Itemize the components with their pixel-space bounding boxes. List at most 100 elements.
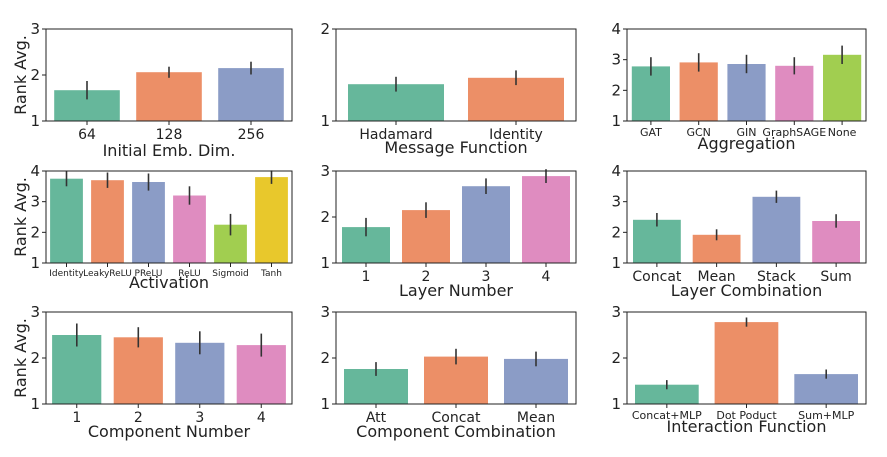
x-axis-label: Message Function <box>384 138 527 157</box>
y-tick-label: 1 <box>320 112 330 130</box>
x-axis-label: Interaction Function <box>667 417 827 436</box>
chart-panel-6: Concat Mean Stack Sum 1 2 3 4 Layer Combination <box>611 162 867 300</box>
x-tick-label: GraphSAGE <box>762 126 826 139</box>
y-tick-label: 4 <box>30 162 40 180</box>
bar-concat <box>424 356 488 404</box>
x-tick-label: 1 <box>72 410 81 426</box>
x-tick-label: Sum <box>820 269 851 285</box>
bar-2 <box>402 210 450 263</box>
x-tick-label: LeakyReLU <box>83 269 132 279</box>
y-tick-label: 4 <box>611 20 621 38</box>
x-tick-label: 4 <box>257 410 266 426</box>
axes-frame <box>335 28 577 122</box>
x-axis-label: Activation <box>129 273 209 292</box>
axes-frame <box>626 28 867 122</box>
x-axis-label: Aggregation <box>698 134 796 153</box>
chart-panel-3: GAT GCN GIN GraphSAGE None 1 2 3 4 Aggregation <box>611 20 867 153</box>
y-tick-label: 1 <box>320 254 330 272</box>
x-tick-label: 256 <box>238 127 265 143</box>
x-tick-label: Sum+MLP <box>798 409 855 422</box>
x-axis-label: Component Number <box>88 422 251 441</box>
bar-graphsage <box>775 65 814 121</box>
axes-frame <box>626 170 867 264</box>
x-tick-label: 4 <box>542 269 551 285</box>
bar-128 <box>136 72 202 121</box>
bar-concat <box>633 219 681 263</box>
bar-3 <box>462 186 510 263</box>
bar-sum-mlp <box>794 374 858 404</box>
x-axis-label: Initial Emb. Dim. <box>103 141 236 160</box>
x-tick-label: Mean <box>517 410 555 426</box>
y-tick-label: 2 <box>611 81 621 99</box>
bar-dot-poduct <box>714 322 779 404</box>
bar-tanh <box>255 177 288 263</box>
x-tick-label: Concat+MLP <box>632 409 702 422</box>
bar-gcn <box>679 62 718 121</box>
y-tick-label: 3 <box>611 51 621 69</box>
bar-gin <box>727 64 766 121</box>
bar-4 <box>522 176 570 263</box>
bar-identity <box>50 178 83 263</box>
bar-concat-mlp <box>635 384 699 404</box>
x-tick-label: 3 <box>482 269 491 285</box>
y-tick-label: 1 <box>611 395 621 413</box>
y-tick-label: 1 <box>30 395 40 413</box>
bar-prelu <box>132 182 165 263</box>
bar-relu <box>173 195 206 263</box>
x-tick-label: GIN <box>737 126 757 139</box>
bar-leakyrelu <box>91 180 124 263</box>
y-tick-label: 3 <box>320 303 330 321</box>
y-tick-label: 2 <box>30 223 40 241</box>
x-tick-label: 128 <box>156 127 183 143</box>
y-tick-label: 1 <box>30 112 40 130</box>
y-tick-label: 3 <box>611 303 621 321</box>
x-tick-label: Concat <box>432 410 481 426</box>
x-tick-label: Att <box>366 410 387 426</box>
y-axis-label: Rank Avg. <box>11 177 30 257</box>
bar-mean <box>504 358 568 404</box>
y-axis-label: Rank Avg. <box>11 318 30 398</box>
y-tick-label: 2 <box>320 208 330 226</box>
x-tick-label: None <box>828 126 857 139</box>
x-tick-label: 2 <box>134 410 143 426</box>
x-tick-label: PReLU <box>135 269 163 279</box>
x-tick-label: Hadamard <box>359 127 432 143</box>
y-tick-label: 2 <box>611 223 621 241</box>
bar-2 <box>113 337 163 404</box>
x-tick-label: 1 <box>362 269 371 285</box>
y-tick-label: 3 <box>30 193 40 211</box>
y-tick-label: 2 <box>611 349 621 367</box>
y-tick-label: 1 <box>30 254 40 272</box>
y-tick-label: 1 <box>611 112 621 130</box>
y-tick-label: 3 <box>30 20 40 38</box>
y-tick-label: 2 <box>30 66 40 84</box>
y-tick-label: 3 <box>611 193 621 211</box>
x-tick-label: Concat <box>632 269 681 285</box>
x-tick-label: Sigmoid <box>212 269 248 279</box>
x-tick-label: GCN <box>686 126 710 139</box>
chart-panel-1: 64 128 256 1 2 3 Initial Emb. Dim. Rank Avg. <box>11 20 293 160</box>
chart-panel-4: Identity LeakyReLU PReLU ReLU Sigmoid Tanh 1 2 3… <box>11 162 293 292</box>
chart-panel-8: Att Concat Mean 1 2 3 Component Combination <box>320 303 577 441</box>
y-tick-label: 2 <box>320 349 330 367</box>
x-axis-label: Component Combination <box>356 422 556 441</box>
x-tick-label: 3 <box>195 410 204 426</box>
x-axis-label: Layer Combination <box>671 281 822 300</box>
y-axis-label: Rank Avg. <box>11 35 30 115</box>
bar-stack <box>752 196 801 263</box>
x-axis-label: Layer Number <box>399 281 513 300</box>
y-tick-label: 4 <box>611 162 621 180</box>
x-tick-label: Dot Poduct <box>716 409 777 422</box>
chart-panel-2: Hadamard Identity 1 2 Message Function <box>320 20 577 157</box>
x-tick-label: 2 <box>422 269 431 285</box>
y-tick-label: 2 <box>320 20 330 38</box>
x-tick-label: Stack <box>757 269 797 285</box>
x-tick-label: GAT <box>640 126 662 139</box>
axes-frame <box>45 170 293 264</box>
bar-none <box>823 54 862 121</box>
y-tick-label: 3 <box>320 162 330 180</box>
y-tick-label: 1 <box>320 395 330 413</box>
